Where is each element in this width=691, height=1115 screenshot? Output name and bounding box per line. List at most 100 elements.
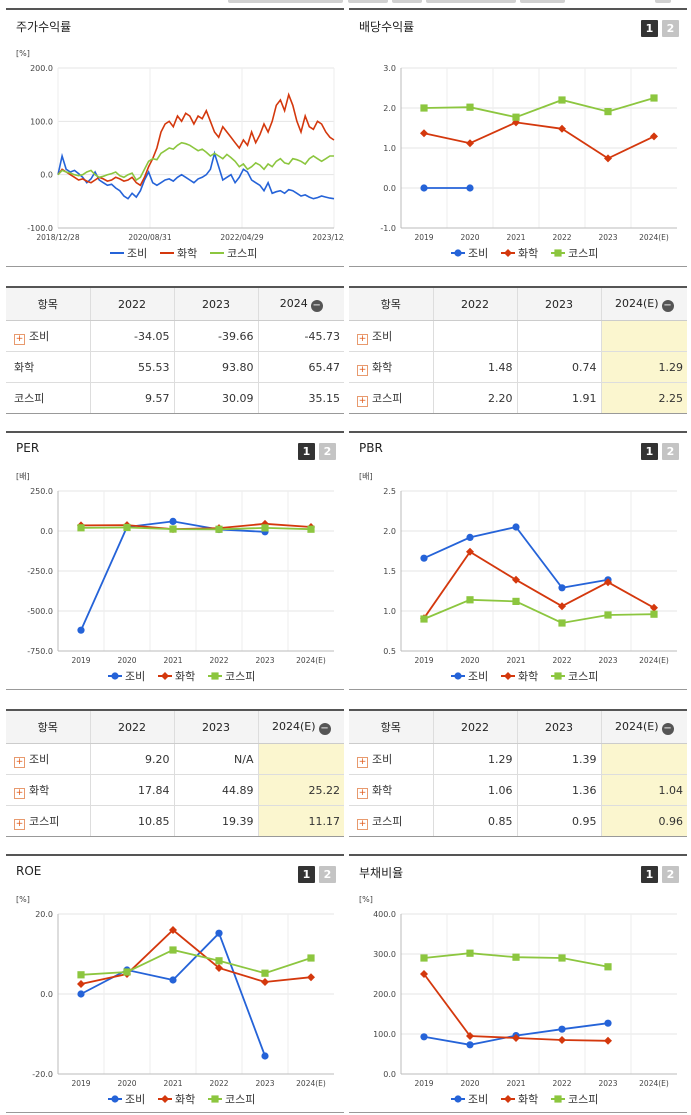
- x-tick-label: 2023/12/28: [312, 233, 344, 242]
- data-point: [77, 524, 85, 532]
- data-point: [466, 533, 474, 541]
- data-point: [466, 596, 474, 604]
- collapse-icon[interactable]: −: [661, 722, 674, 735]
- col-header: 2024(E): [614, 719, 659, 733]
- data-point: [604, 1019, 612, 1027]
- row-label[interactable]: + 조비: [349, 743, 433, 775]
- row-label[interactable]: + 조비: [6, 743, 90, 775]
- y-tick-label: 0.0: [40, 171, 53, 180]
- col-header-expand[interactable]: 2024(E) −: [257, 709, 344, 744]
- view-1-button[interactable]: 1: [641, 443, 658, 460]
- row-label[interactable]: + 조비: [6, 320, 90, 352]
- view-1-button[interactable]: 1: [298, 443, 315, 460]
- table-cell: 2.20: [432, 382, 517, 414]
- data-point: [650, 610, 658, 618]
- legend-label: 코스피: [225, 670, 255, 683]
- collapse-icon[interactable]: −: [661, 299, 674, 312]
- top-tab[interactable]: [228, 0, 343, 3]
- row-label[interactable]: + 코스피: [349, 382, 433, 414]
- data-point: [512, 113, 520, 121]
- data-point: [111, 672, 119, 680]
- col-header-expand[interactable]: 2024(E) −: [600, 709, 687, 744]
- data-point: [554, 1095, 562, 1103]
- row-label[interactable]: + 화학: [349, 351, 433, 383]
- data-point: [454, 1095, 462, 1103]
- legend-label: 조비: [468, 670, 488, 683]
- per-table: 항목 2022 2023 2024(E) − + 조비 9.20 N/A + 화학 1…: [6, 709, 344, 837]
- x-tick-label: 2019: [414, 233, 433, 242]
- expand-plus-icon[interactable]: +: [14, 818, 25, 830]
- expand-plus-icon[interactable]: +: [357, 395, 368, 407]
- data-point: [420, 954, 428, 962]
- row-label[interactable]: + 코스피: [349, 805, 433, 837]
- legend-label: 화학: [518, 1093, 538, 1106]
- data-point: [504, 672, 512, 680]
- view-2-button[interactable]: 2: [662, 443, 679, 460]
- x-tick-label: 2024(E): [639, 656, 669, 665]
- row-name: 코스피: [14, 392, 45, 405]
- top-tab[interactable]: [392, 0, 422, 3]
- y-tick-label: 1.0: [383, 607, 396, 616]
- view-1-button[interactable]: 1: [298, 866, 315, 883]
- top-tab[interactable]: [520, 0, 565, 3]
- expand-plus-icon[interactable]: +: [14, 756, 25, 768]
- x-tick-label: 2023: [598, 656, 617, 665]
- row-name: 화학: [14, 361, 35, 374]
- y-tick-label: -100.0: [27, 224, 53, 233]
- expand-plus-icon[interactable]: +: [357, 364, 368, 376]
- data-point: [111, 1095, 119, 1103]
- series-line-코스피: [80, 949, 312, 976]
- y-tick-label: 3.0: [383, 64, 396, 73]
- y-tick-label: -500.0: [27, 607, 53, 616]
- expand-plus-icon[interactable]: +: [357, 756, 368, 768]
- row-label[interactable]: + 화학: [349, 774, 433, 806]
- table-row: + 화학 1.48 0.74 1.29: [349, 351, 687, 383]
- data-point: [307, 973, 315, 982]
- collapse-icon[interactable]: −: [310, 299, 323, 312]
- expand-plus-icon[interactable]: +: [357, 787, 368, 799]
- data-point: [650, 94, 658, 102]
- y-tick-label: -20.0: [32, 1070, 53, 1079]
- x-tick-label: 2022: [209, 1079, 228, 1088]
- data-point: [215, 525, 223, 533]
- panel-title: 배당수익률: [359, 20, 415, 34]
- collapse-icon[interactable]: −: [318, 722, 331, 735]
- view-2-button[interactable]: 2: [662, 866, 679, 883]
- row-label: 코스피: [6, 382, 90, 414]
- data-point: [454, 672, 462, 680]
- top-tab[interactable]: [655, 0, 671, 3]
- row-label[interactable]: + 조비: [349, 320, 433, 352]
- col-header-expand[interactable]: 2024−: [257, 286, 344, 321]
- expand-plus-icon[interactable]: +: [357, 333, 368, 345]
- top-tab[interactable]: [348, 0, 388, 3]
- x-tick-label: 2020: [460, 656, 479, 665]
- col-header-expand[interactable]: 2024(E) −: [600, 286, 687, 321]
- row-label[interactable]: + 코스피: [6, 805, 90, 837]
- top-tab[interactable]: [426, 0, 516, 3]
- view-1-button[interactable]: 1: [641, 866, 658, 883]
- expand-plus-icon[interactable]: +: [14, 787, 25, 799]
- table-row: + 조비 1.29 1.39: [349, 743, 687, 775]
- view-1-button[interactable]: 1: [641, 20, 658, 37]
- per-chart: [배]250.0 0.0 -250.0 -500.0 -750.0 2019 2020 202…: [16, 472, 334, 683]
- y-tick-label: 300.0: [373, 950, 396, 959]
- row-name: 조비: [29, 752, 50, 766]
- view-2-button[interactable]: 2: [319, 443, 336, 460]
- row-name: 화학: [372, 360, 393, 374]
- data-point: [504, 249, 512, 257]
- expand-plus-icon[interactable]: +: [14, 333, 25, 345]
- pbr-chart: [배] 2.5 2.0 1.5 1.0 0.5 2019 2020 2021 2022 2023 20…: [359, 472, 677, 683]
- data-point: [161, 672, 169, 680]
- table-cell: 9.57: [89, 382, 174, 414]
- data-point: [77, 980, 85, 988]
- expand-plus-icon[interactable]: +: [357, 818, 368, 830]
- view-2-button[interactable]: 2: [662, 20, 679, 37]
- data-point: [558, 96, 566, 104]
- table-cell: N/A: [173, 743, 258, 775]
- row-label[interactable]: + 화학: [6, 774, 90, 806]
- table-cell: 11.17: [257, 805, 344, 837]
- series-line-코스피: [423, 598, 655, 624]
- view-2-button[interactable]: 2: [319, 866, 336, 883]
